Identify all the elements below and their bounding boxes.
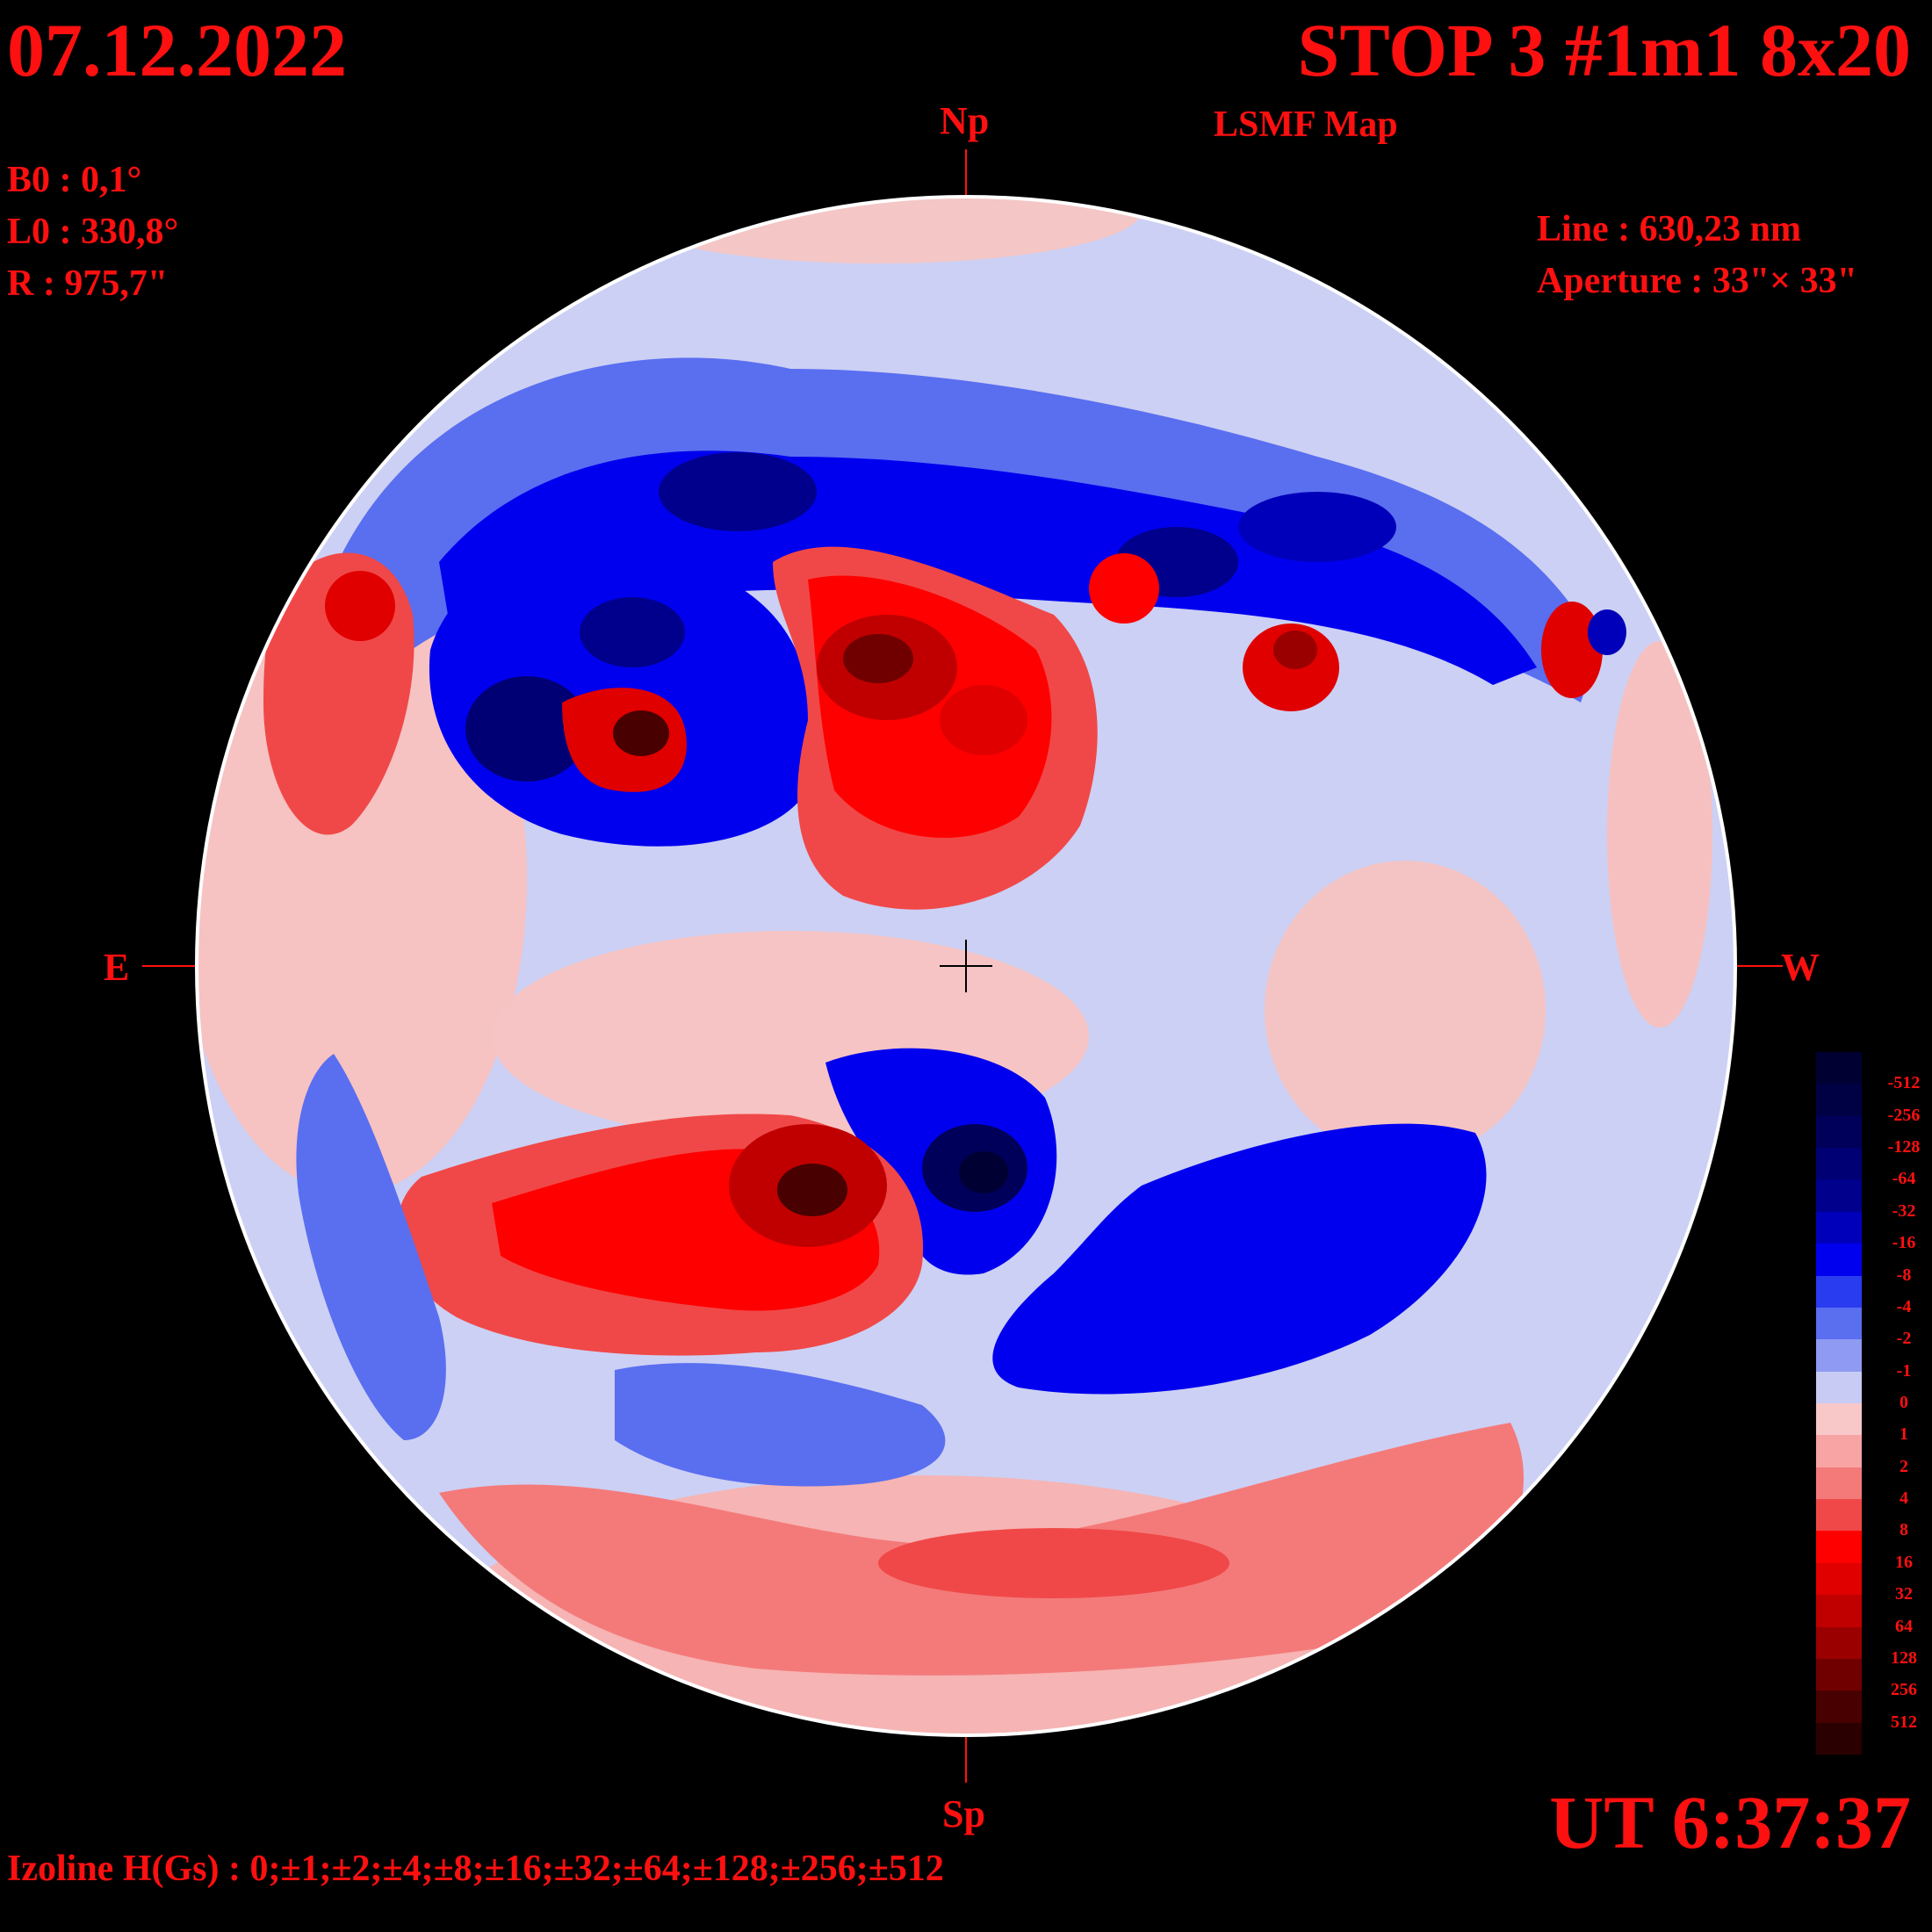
west-label: W [1781, 946, 1820, 989]
scale-label: -128 [1887, 1137, 1921, 1157]
scale-segment [1816, 1371, 1862, 1404]
scale-segment [1816, 1307, 1862, 1340]
south-pole-label: Sp [942, 1792, 985, 1835]
spectral-line: Line : 630,23 nm [1537, 209, 1802, 249]
scale-label: -2 [1896, 1329, 1912, 1349]
scale-segment [1816, 1403, 1862, 1436]
param-l0: L0 : 330,8° [7, 212, 179, 252]
observation-date: 07.12.2022 [7, 8, 347, 92]
scale-segment [1816, 1595, 1862, 1628]
scale-label: -256 [1887, 1105, 1921, 1125]
scale-segment [1816, 1179, 1862, 1213]
scale-segment [1816, 1658, 1862, 1691]
scale-label: -1 [1896, 1360, 1912, 1381]
orientation-params: B0 : 0,1° L0 : 330,8° R : 975,7" [7, 155, 178, 310]
scale-label: 2 [1900, 1456, 1908, 1476]
scale-label: 128 [1891, 1647, 1917, 1668]
scale-segment [1816, 1467, 1862, 1500]
scale-label: 16 [1895, 1552, 1913, 1572]
scale-segment [1816, 1115, 1862, 1149]
scale-segment [1816, 1690, 1862, 1724]
aperture: Aperture : 33"× 33" [1537, 261, 1857, 301]
scale-label: -32 [1892, 1200, 1916, 1221]
izoline-levels: Izoline H(Gs) : 0;±1;±2;±4;±8;±16;±32;±6… [7, 1849, 944, 1889]
scale-label: -8 [1896, 1265, 1912, 1285]
map-subtitle: LSMF Map [1214, 105, 1398, 145]
universal-time: UT 6:37:37 [1549, 1780, 1911, 1864]
scale-segment [1816, 1148, 1862, 1180]
scale-label: 32 [1895, 1584, 1913, 1604]
scale-label: 4 [1900, 1489, 1908, 1509]
scale-label: 0 [1900, 1393, 1908, 1412]
north-pole-label: Np [940, 99, 990, 142]
scale-label: 512 [1891, 1712, 1917, 1732]
param-radius: R : 975,7" [7, 263, 169, 304]
param-b0: B0 : 0,1° [7, 160, 142, 200]
scale-label: -4 [1896, 1296, 1912, 1316]
scale-segment [1816, 1244, 1862, 1277]
scale-segment [1816, 1211, 1862, 1244]
scale-segment [1816, 1052, 1862, 1085]
scale-label: -16 [1892, 1233, 1916, 1253]
color-scale-bar [1816, 1052, 1869, 1755]
scale-segment [1816, 1531, 1862, 1564]
scale-segment [1816, 1722, 1862, 1755]
east-label: E [104, 946, 130, 989]
scale-segment [1816, 1275, 1862, 1308]
scale-label: 64 [1895, 1616, 1913, 1636]
scale-label: -64 [1892, 1169, 1916, 1189]
scale-label: 8 [1900, 1520, 1908, 1540]
center-crosshair [940, 940, 992, 992]
scale-segment [1816, 1626, 1862, 1660]
map-title: STOP 3 #1m1 8x20 [1297, 8, 1911, 92]
scale-segment [1816, 1084, 1862, 1117]
instrument-info: Line : 630,23 nm Aperture : 33"× 33" [1537, 204, 1857, 307]
scale-segment [1816, 1562, 1862, 1596]
scale-label: 256 [1891, 1680, 1917, 1700]
solar-disk [197, 197, 1735, 1735]
scale-segment [1816, 1499, 1862, 1532]
scale-segment [1816, 1435, 1862, 1468]
scale-label: -512 [1887, 1073, 1921, 1093]
scale-label: 1 [1900, 1424, 1908, 1445]
scale-segment [1816, 1339, 1862, 1373]
